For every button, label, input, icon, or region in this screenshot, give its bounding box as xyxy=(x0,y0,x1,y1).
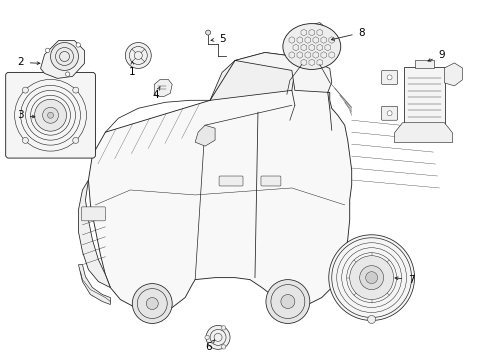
Circle shape xyxy=(50,42,78,71)
Text: 3: 3 xyxy=(17,110,24,120)
Circle shape xyxy=(66,72,70,76)
Circle shape xyxy=(366,272,378,284)
Polygon shape xyxy=(89,55,352,310)
FancyBboxPatch shape xyxy=(382,71,397,84)
FancyBboxPatch shape xyxy=(81,207,105,221)
Polygon shape xyxy=(195,125,215,146)
FancyBboxPatch shape xyxy=(261,176,281,186)
Polygon shape xyxy=(394,123,452,143)
Text: 2: 2 xyxy=(17,58,24,67)
Polygon shape xyxy=(78,265,110,305)
Circle shape xyxy=(48,112,53,118)
Circle shape xyxy=(266,280,310,323)
FancyBboxPatch shape xyxy=(6,72,96,158)
Polygon shape xyxy=(41,41,84,78)
Circle shape xyxy=(76,43,80,47)
Text: 7: 7 xyxy=(408,275,415,285)
Circle shape xyxy=(46,48,50,53)
Circle shape xyxy=(281,294,295,309)
Polygon shape xyxy=(235,53,332,92)
Polygon shape xyxy=(415,60,435,68)
Circle shape xyxy=(206,325,230,349)
Circle shape xyxy=(368,315,376,323)
Circle shape xyxy=(205,335,209,339)
Circle shape xyxy=(43,107,58,123)
Circle shape xyxy=(23,87,28,93)
Polygon shape xyxy=(154,80,172,96)
Polygon shape xyxy=(292,23,334,64)
FancyBboxPatch shape xyxy=(404,67,445,124)
FancyBboxPatch shape xyxy=(382,106,397,120)
Circle shape xyxy=(350,256,393,300)
Text: 6: 6 xyxy=(205,342,211,352)
Circle shape xyxy=(23,138,28,143)
Text: 5: 5 xyxy=(219,33,225,44)
Circle shape xyxy=(73,138,79,143)
Circle shape xyxy=(387,75,392,80)
Circle shape xyxy=(387,111,392,116)
Circle shape xyxy=(147,298,158,310)
FancyBboxPatch shape xyxy=(219,176,243,186)
Circle shape xyxy=(221,326,226,330)
Polygon shape xyxy=(444,63,463,86)
Polygon shape xyxy=(78,180,110,288)
Circle shape xyxy=(73,87,79,93)
Polygon shape xyxy=(210,53,295,100)
Circle shape xyxy=(132,284,172,323)
Circle shape xyxy=(125,42,151,68)
Circle shape xyxy=(329,235,415,320)
Circle shape xyxy=(360,266,384,289)
Circle shape xyxy=(221,345,226,349)
Text: 1: 1 xyxy=(129,67,136,77)
Text: 4: 4 xyxy=(152,90,159,100)
Text: 9: 9 xyxy=(438,50,445,60)
Circle shape xyxy=(206,30,211,35)
Circle shape xyxy=(35,99,67,131)
Ellipse shape xyxy=(283,24,341,69)
Text: 8: 8 xyxy=(358,28,365,37)
